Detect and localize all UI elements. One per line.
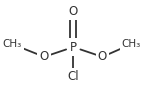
Text: Cl: Cl [67,70,79,83]
Text: O: O [40,50,49,63]
Text: O: O [69,5,78,18]
Text: O: O [98,50,107,63]
Text: CH₃: CH₃ [3,39,22,49]
Text: CH₃: CH₃ [122,39,141,49]
Text: P: P [70,41,77,54]
